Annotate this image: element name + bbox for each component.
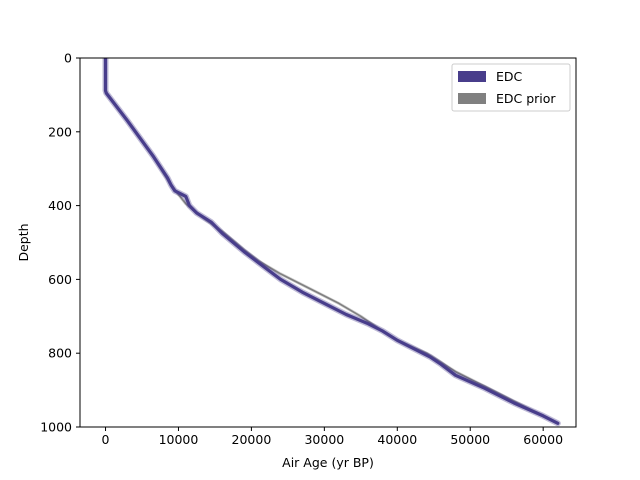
y-axis-label: Depth [16, 223, 31, 261]
x-tick-label: 30000 [304, 432, 344, 447]
legend-label-edc: EDC [496, 69, 523, 84]
x-tick-label: 40000 [377, 432, 417, 447]
y-tick-label: 200 [48, 124, 72, 139]
plot-frame [79, 57, 577, 428]
y-axis: 0 200 400 600 800 1000 [40, 51, 80, 435]
x-tick-label: 60000 [523, 432, 563, 447]
x-tick-label: 50000 [450, 432, 490, 447]
x-axis-label: Air Age (yr BP) [282, 455, 374, 470]
legend: EDC EDC prior [451, 63, 571, 112]
x-axis: 0 10000 20000 30000 40000 50000 60000 [102, 427, 563, 447]
legend-entries: EDC EDC prior [458, 69, 556, 106]
x-tick-label: 20000 [232, 432, 272, 447]
series-line-edc [103, 58, 560, 425]
y-tick-label: 800 [48, 346, 72, 361]
x-tick-label: 10000 [159, 432, 199, 447]
series-line-edc-prior [104, 58, 559, 425]
legend-label-edc-prior: EDC prior [496, 91, 556, 106]
y-tick-label: 400 [48, 198, 72, 213]
series-layer [102, 58, 561, 427]
legend-swatch-edc [458, 71, 486, 82]
y-tick-label: 1000 [40, 420, 72, 435]
series-band-edc [102, 58, 561, 427]
series-band-edc-prior [104, 58, 560, 425]
y-tick-label: 0 [64, 51, 72, 66]
x-tick-label: 0 [102, 432, 110, 447]
y-tick-label: 600 [48, 272, 72, 287]
legend-swatch-edc-prior [458, 93, 486, 104]
